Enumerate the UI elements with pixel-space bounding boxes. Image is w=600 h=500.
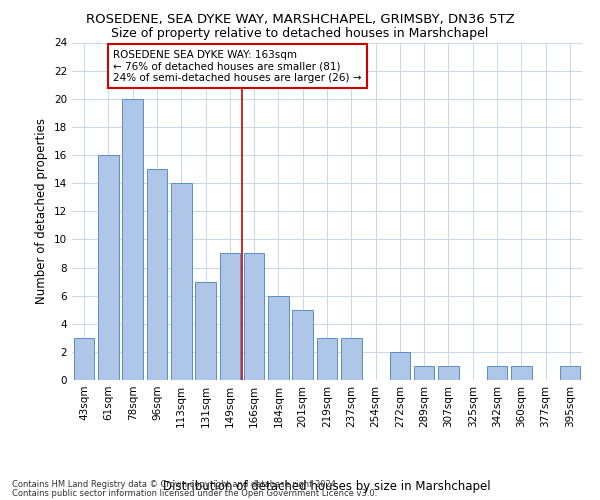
Bar <box>560 366 580 380</box>
Bar <box>292 310 313 380</box>
Text: Size of property relative to detached houses in Marshchapel: Size of property relative to detached ho… <box>112 28 488 40</box>
Y-axis label: Number of detached properties: Number of detached properties <box>35 118 49 304</box>
Bar <box>389 352 410 380</box>
Bar <box>341 338 362 380</box>
Bar <box>438 366 459 380</box>
Bar <box>98 155 119 380</box>
Bar <box>487 366 508 380</box>
Bar <box>244 254 265 380</box>
Bar <box>171 183 191 380</box>
Text: ROSEDENE SEA DYKE WAY: 163sqm
← 76% of detached houses are smaller (81)
24% of s: ROSEDENE SEA DYKE WAY: 163sqm ← 76% of d… <box>113 50 362 82</box>
Bar <box>146 169 167 380</box>
Text: ROSEDENE, SEA DYKE WAY, MARSHCHAPEL, GRIMSBY, DN36 5TZ: ROSEDENE, SEA DYKE WAY, MARSHCHAPEL, GRI… <box>86 12 514 26</box>
Bar <box>220 254 240 380</box>
Bar <box>414 366 434 380</box>
Bar <box>122 99 143 380</box>
Bar <box>317 338 337 380</box>
X-axis label: Distribution of detached houses by size in Marshchapel: Distribution of detached houses by size … <box>163 480 491 493</box>
Bar <box>268 296 289 380</box>
Text: Contains public sector information licensed under the Open Government Licence v3: Contains public sector information licen… <box>12 488 377 498</box>
Bar <box>195 282 216 380</box>
Text: Contains HM Land Registry data © Crown copyright and database right 2024.: Contains HM Land Registry data © Crown c… <box>12 480 338 489</box>
Bar <box>511 366 532 380</box>
Bar <box>74 338 94 380</box>
